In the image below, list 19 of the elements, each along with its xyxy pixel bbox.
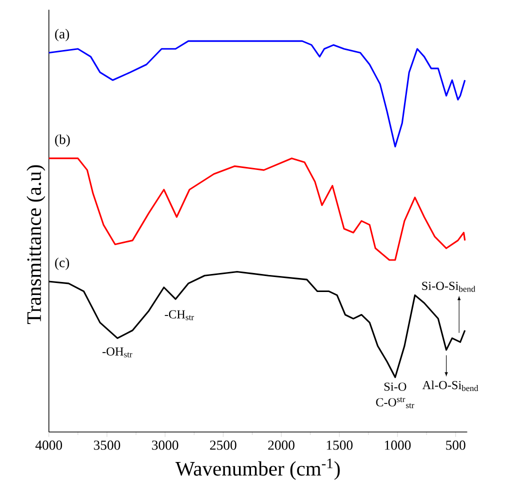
annotation: -OH$_{str}$	[102, 347, 132, 358]
x-tick-label: 1000	[385, 440, 411, 450]
annotation: Si-O-Si$_{bend}$	[422, 282, 476, 292]
series-label: (b)	[55, 134, 70, 147]
x-axis-title: Wavenumber (cm$^{-1}$)	[175, 458, 340, 480]
x-tick-label: 1500	[326, 440, 353, 450]
annotation: Si-O	[384, 382, 406, 391]
x-tick-label: 3000	[152, 440, 178, 450]
x-tick-label: 2000	[268, 440, 294, 450]
y-axis-title: Transmittance (a.u)	[26, 165, 46, 324]
x-tick-label: 500	[446, 440, 466, 450]
x-tick-label: 3500	[94, 440, 120, 450]
x-tick-label: 2500	[210, 440, 236, 450]
annotation: C-O$^{str}$str	[376, 397, 414, 408]
annotation: -CH$_{str}$	[164, 310, 194, 320]
series-label: (c)	[55, 257, 70, 270]
annotation: Al-O-Si$_{bend}$	[422, 380, 478, 391]
series-label: (a)	[55, 28, 70, 42]
x-tick-label: 4000	[35, 440, 62, 450]
